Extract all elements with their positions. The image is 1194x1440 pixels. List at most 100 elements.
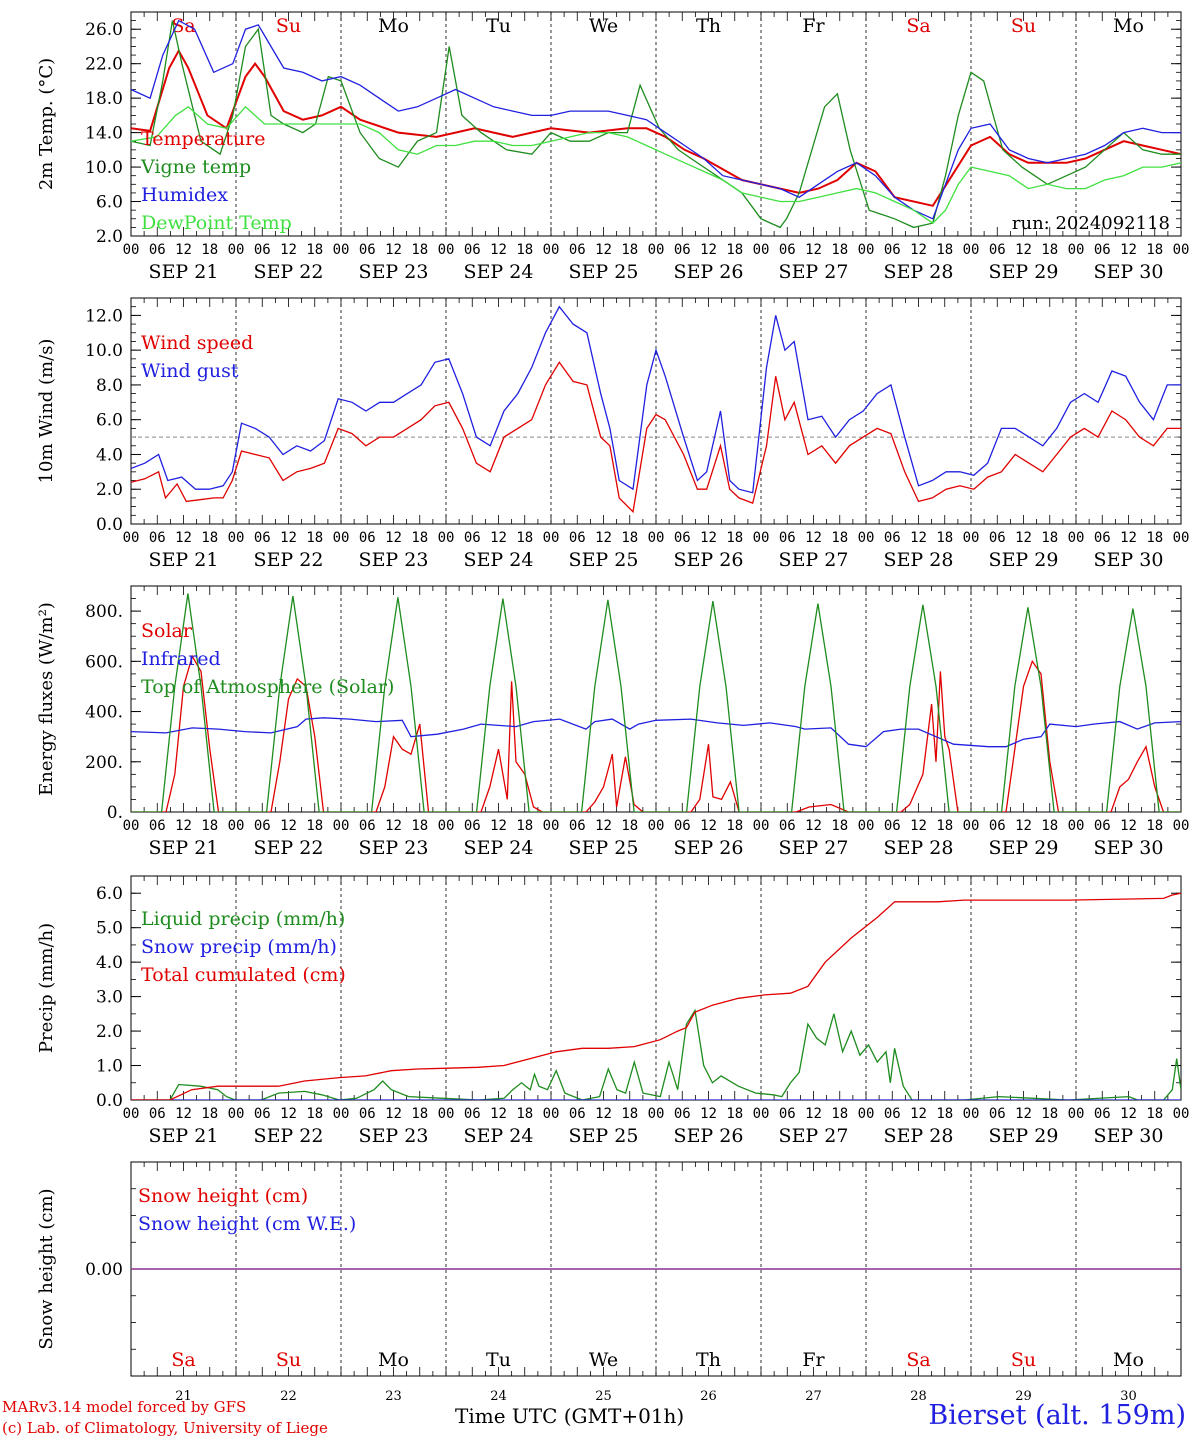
hour-label: 06: [359, 818, 376, 834]
weekday-label: Tu: [486, 1349, 511, 1371]
hour-label: 18: [201, 1106, 218, 1122]
hour-label: 18: [306, 530, 323, 546]
y-tick-label: 12.0: [85, 306, 123, 326]
y-tick-label: 200.: [85, 753, 123, 773]
hour-label: 00: [858, 818, 875, 834]
date-label: SEP 26: [674, 1125, 744, 1147]
legend-entry: Liquid precip (mm/h): [141, 908, 345, 930]
panel-5: 0.00 Snow height (cm) 21 22 23 24 25 26 27 28 29 30…: [36, 1161, 1182, 1404]
weekday-label: Mo: [1113, 15, 1144, 37]
hour-label: 00: [963, 1106, 980, 1122]
hour-label: 12: [910, 818, 927, 834]
hour-label: 06: [569, 530, 586, 546]
hour-label: 18: [1041, 818, 1058, 834]
hour-label: 12: [1015, 242, 1032, 258]
hour-label: 18: [411, 818, 428, 834]
hour-label: 18: [201, 818, 218, 834]
y-tick-label: 14.0: [85, 124, 123, 144]
series-line-temperature: [131, 48, 1181, 207]
date-label: SEP 22: [254, 1125, 324, 1147]
hour-label: 18: [1146, 818, 1163, 834]
y-axis-label: Snow height (cm): [36, 1188, 57, 1349]
panel-3: 0. 200. 400. 600. 800. Energy fluxes (W/m²) 00…: [36, 585, 1189, 859]
date-label: SEP 29: [989, 549, 1059, 571]
y-axis-label: 10m Wind (m/s): [36, 339, 57, 484]
hour-label: 12: [280, 242, 297, 258]
hour-label: 00: [333, 242, 350, 258]
hour-label: 00: [1068, 530, 1085, 546]
hour-label: 00: [438, 1106, 455, 1122]
hour-label: 06: [359, 242, 376, 258]
series-line-vigne-temp: [131, 20, 1181, 229]
weekday-label: Sa: [906, 15, 930, 37]
hour-label: 06: [779, 1106, 796, 1122]
hour-label: 00: [1173, 242, 1190, 258]
run-label: run: 2024092118: [1012, 213, 1170, 234]
hour-label: 00: [963, 530, 980, 546]
hour-label: 06: [359, 530, 376, 546]
hour-label: 18: [621, 818, 638, 834]
date-label: SEP 24: [464, 1125, 534, 1147]
hour-label: 18: [516, 818, 533, 834]
y-tick-label: 5.0: [96, 919, 123, 939]
legend-entry: Snow height (cm W.E.): [138, 1213, 356, 1235]
hour-label: 00: [1068, 242, 1085, 258]
weekday-label: Tu: [486, 15, 511, 37]
date-label: SEP 22: [254, 837, 324, 859]
hour-label: 12: [1120, 1106, 1137, 1122]
weekday-label: Fr: [802, 15, 825, 37]
legend-entry: Total cumulated (cm): [141, 964, 346, 986]
hour-label: 18: [621, 1106, 638, 1122]
weekday-label: Th: [696, 15, 721, 37]
y-tick-label: 6.0: [96, 193, 123, 213]
date-label: SEP 22: [254, 261, 324, 283]
hour-label: 00: [1068, 1106, 1085, 1122]
hour-label: 12: [595, 1106, 612, 1122]
hour-label: 18: [831, 1106, 848, 1122]
hour-label: 18: [831, 530, 848, 546]
day-number-label: 24: [490, 1389, 507, 1404]
hour-label: 00: [963, 242, 980, 258]
day-number-label: 30: [1120, 1389, 1137, 1404]
hour-label: 12: [385, 242, 402, 258]
date-label: SEP 25: [569, 549, 639, 571]
hour-label: 00: [543, 530, 560, 546]
hour-label: 18: [201, 530, 218, 546]
hour-label: 18: [306, 242, 323, 258]
hour-label: 06: [779, 242, 796, 258]
date-label: SEP 22: [254, 549, 324, 571]
hour-label: 12: [490, 818, 507, 834]
hour-label: 00: [228, 818, 245, 834]
date-label: SEP 23: [359, 549, 429, 571]
hour-label: 18: [831, 818, 848, 834]
hour-label: 00: [123, 530, 140, 546]
y-tick-label: 8.0: [96, 376, 123, 396]
hour-label: 12: [1015, 818, 1032, 834]
y-tick-label: 22.0: [85, 55, 123, 75]
date-label: SEP 27: [779, 1125, 849, 1147]
date-label: SEP 28: [884, 837, 954, 859]
hour-label: 06: [254, 818, 271, 834]
hour-label: 06: [464, 242, 481, 258]
hour-label: 12: [805, 818, 822, 834]
hour-label: 18: [1041, 242, 1058, 258]
hour-label: 18: [831, 242, 848, 258]
hour-label: 12: [175, 1106, 192, 1122]
day-number-label: 29: [1015, 1389, 1032, 1404]
y-tick-label: 2.0: [96, 480, 123, 500]
hour-label: 00: [333, 818, 350, 834]
y-tick-label: 18.0: [85, 89, 123, 109]
hour-label: 00: [333, 530, 350, 546]
hour-label: 12: [175, 530, 192, 546]
hour-label: 06: [779, 818, 796, 834]
series-line-humidex: [131, 19, 1181, 220]
y-tick-label: 6.0: [96, 884, 123, 904]
hour-label: 12: [1120, 530, 1137, 546]
hour-label: 00: [753, 1106, 770, 1122]
date-label: SEP 30: [1094, 261, 1164, 283]
date-label: SEP 28: [884, 549, 954, 571]
hour-label: 18: [411, 1106, 428, 1122]
legend-entry: DewPoint Temp: [141, 212, 292, 234]
weekday-label: Mo: [1113, 1349, 1144, 1371]
